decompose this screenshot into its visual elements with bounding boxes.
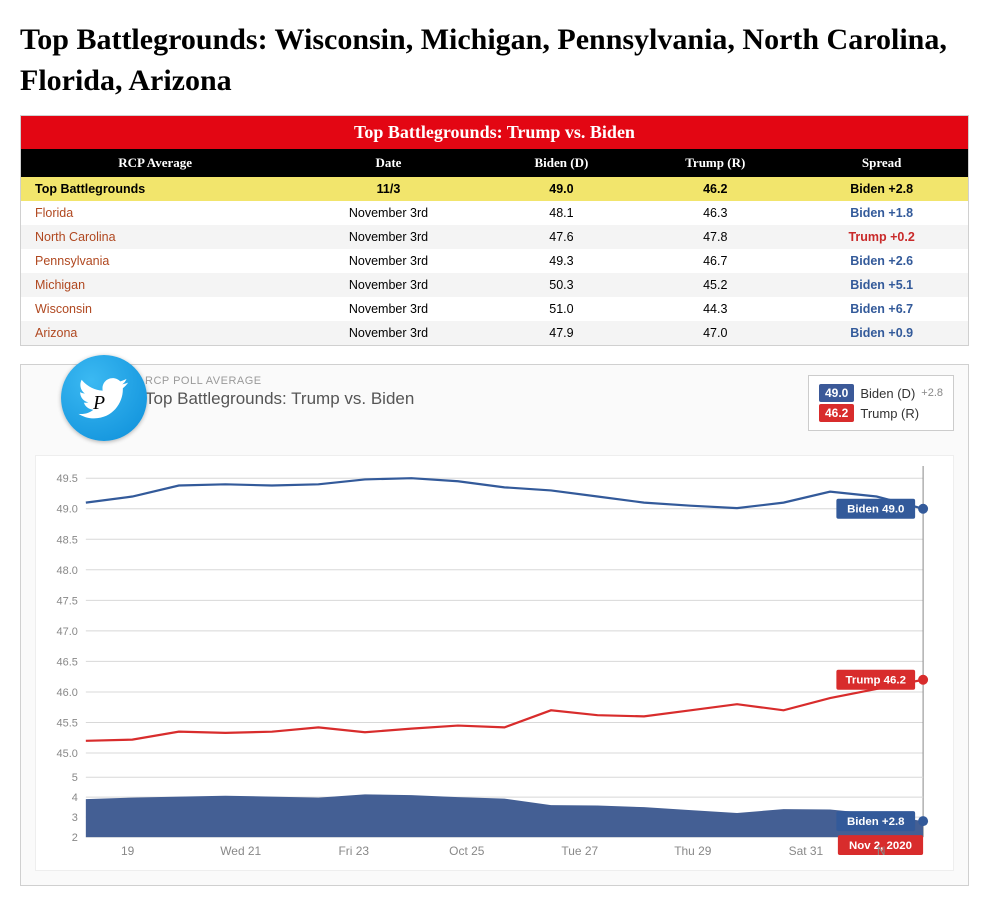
svg-text:N: N (877, 844, 886, 858)
cell-trump: 46.2 (635, 177, 795, 201)
cell-spread: Biden +1.8 (795, 201, 968, 225)
svg-text:46.5: 46.5 (57, 656, 78, 668)
table-row: FloridaNovember 3rd48.146.3Biden +1.8 (21, 201, 968, 225)
col-trump: Trump (R) (635, 149, 795, 177)
cell-state[interactable]: Florida (21, 201, 289, 225)
svg-text:Biden +2.8: Biden +2.8 (847, 816, 905, 828)
cell-biden: 49.0 (488, 177, 636, 201)
svg-text:45.5: 45.5 (57, 717, 78, 729)
chart-plot: 45.0 45.5 46.0 46.5 47.0 47.5 48.0 48.5 49.0 49.5… (35, 455, 954, 871)
chart-container: P RCP POLL AVERAGE Top Battlegrounds: Tr… (20, 364, 969, 886)
legend-biden-value: 49.0 (819, 384, 854, 402)
svg-text:48.5: 48.5 (57, 534, 78, 546)
cell-trump: 46.3 (635, 201, 795, 225)
svg-text:45.0: 45.0 (57, 748, 78, 760)
cell-biden: 48.1 (488, 201, 636, 225)
cell-spread: Biden +0.9 (795, 321, 968, 345)
svg-text:Fri 23: Fri 23 (338, 844, 369, 858)
svg-text:P: P (92, 393, 105, 414)
svg-text:Thu 29: Thu 29 (674, 844, 712, 858)
cell-state[interactable]: Pennsylvania (21, 249, 289, 273)
cell-date: November 3rd (289, 321, 487, 345)
cell-trump: 47.0 (635, 321, 795, 345)
cell-state[interactable]: Michigan (21, 273, 289, 297)
cell-trump: 44.3 (635, 297, 795, 321)
table-row: MichiganNovember 3rd50.345.2Biden +5.1 (21, 273, 968, 297)
svg-text:48.0: 48.0 (57, 565, 78, 577)
cell-date: November 3rd (289, 201, 487, 225)
cell-spread: Biden +2.8 (795, 177, 968, 201)
cell-trump: 47.8 (635, 225, 795, 249)
table-row: WisconsinNovember 3rd51.044.3Biden +6.7 (21, 297, 968, 321)
cell-biden: 49.3 (488, 249, 636, 273)
svg-text:49.0: 49.0 (57, 504, 78, 516)
page-title: Top Battlegrounds: Wisconsin, Michigan, … (20, 20, 969, 101)
chart-subtitle: RCP POLL AVERAGE (145, 375, 414, 387)
cell-state: Top Battlegrounds (21, 177, 289, 201)
cell-biden: 47.6 (488, 225, 636, 249)
cell-spread: Biden +6.7 (795, 297, 968, 321)
svg-text:Trump 46.2: Trump 46.2 (846, 675, 906, 687)
cell-state[interactable]: North Carolina (21, 225, 289, 249)
cell-date: November 3rd (289, 297, 487, 321)
cell-date: November 3rd (289, 225, 487, 249)
svg-text:Oct 25: Oct 25 (449, 844, 485, 858)
svg-text:19: 19 (121, 844, 135, 858)
cell-trump: 45.2 (635, 273, 795, 297)
svg-text:Wed 21: Wed 21 (220, 844, 261, 858)
svg-text:2: 2 (72, 832, 78, 844)
svg-text:46.0: 46.0 (57, 687, 78, 699)
legend-biden-name: Biden (D) (860, 386, 915, 401)
svg-text:Tue 27: Tue 27 (561, 844, 598, 858)
cell-spread: Biden +5.1 (795, 273, 968, 297)
legend-biden-spread: +2.8 (921, 387, 943, 399)
svg-text:Sat 31: Sat 31 (789, 844, 824, 858)
cell-date: November 3rd (289, 273, 487, 297)
poll-table: RCP Average Date Biden (D) Trump (R) Spr… (21, 149, 968, 345)
svg-text:5: 5 (72, 772, 78, 784)
cell-biden: 51.0 (488, 297, 636, 321)
cell-trump: 46.7 (635, 249, 795, 273)
table-row: PennsylvaniaNovember 3rd49.346.7Biden +2… (21, 249, 968, 273)
chart-title: Top Battlegrounds: Trump vs. Biden (145, 389, 414, 409)
svg-text:49.5: 49.5 (57, 473, 78, 485)
svg-text:47.5: 47.5 (57, 595, 78, 607)
legend-trump-value: 46.2 (819, 404, 854, 422)
col-spread: Spread (795, 149, 968, 177)
table-caption: Top Battlegrounds: Trump vs. Biden (21, 116, 968, 149)
cell-state[interactable]: Wisconsin (21, 297, 289, 321)
chart-legend: 49.0 Biden (D) +2.8 46.2 Trump (R) (808, 375, 954, 431)
legend-trump-name: Trump (R) (860, 406, 919, 421)
cell-state[interactable]: Arizona (21, 321, 289, 345)
cell-date: 11/3 (289, 177, 487, 201)
table-row: ArizonaNovember 3rd47.947.0Biden +0.9 (21, 321, 968, 345)
table-row: North CarolinaNovember 3rd47.647.8Trump … (21, 225, 968, 249)
cell-spread: Biden +2.6 (795, 249, 968, 273)
col-biden: Biden (D) (488, 149, 636, 177)
col-rcp: RCP Average (21, 149, 289, 177)
svg-text:4: 4 (72, 792, 78, 804)
cell-biden: 50.3 (488, 273, 636, 297)
col-date: Date (289, 149, 487, 177)
svg-text:47.0: 47.0 (57, 626, 78, 638)
cell-biden: 47.9 (488, 321, 636, 345)
poll-table-container: Top Battlegrounds: Trump vs. Biden RCP A… (20, 115, 969, 346)
svg-text:Biden 49.0: Biden 49.0 (847, 504, 904, 516)
table-row: Top Battlegrounds11/349.046.2Biden +2.8 (21, 177, 968, 201)
cell-spread: Trump +0.2 (795, 225, 968, 249)
twitter-logo-icon: P (61, 355, 147, 441)
svg-text:3: 3 (72, 812, 78, 824)
cell-date: November 3rd (289, 249, 487, 273)
